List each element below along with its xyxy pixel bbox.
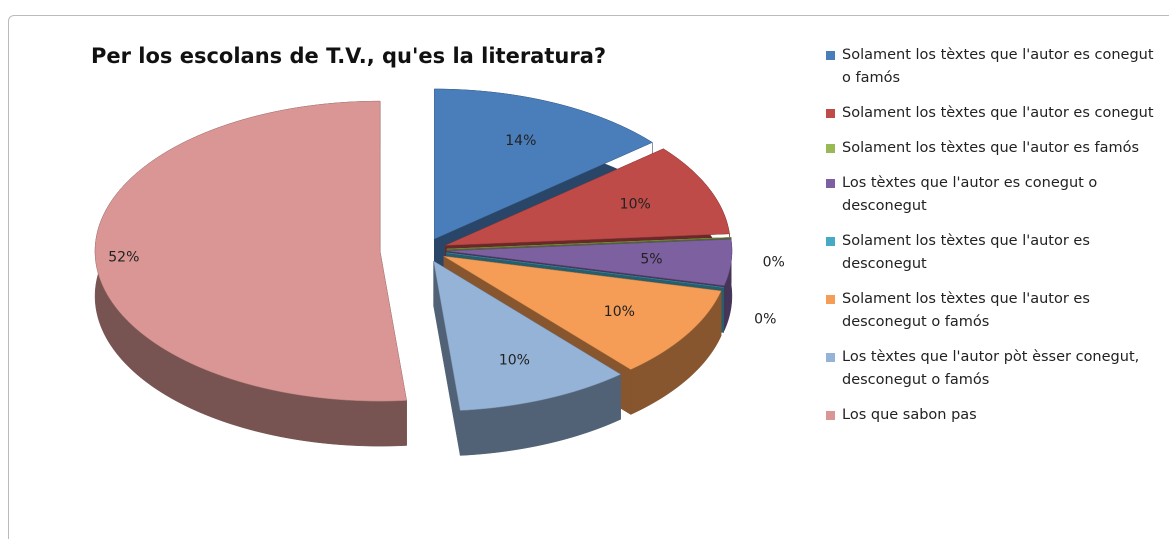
legend-swatch: [826, 51, 835, 60]
data-label: 5%: [640, 251, 662, 267]
legend-item: Solament los tèxtes que l'autor es coneg…: [824, 102, 1164, 125]
slice: [443, 256, 722, 370]
slice: [445, 148, 730, 246]
legend-swatch: [826, 353, 835, 362]
legend-swatch: [826, 144, 835, 153]
legend-label: Los tèxtes que l'autor es conegut o desc…: [842, 175, 1098, 214]
legend-swatch: [826, 411, 835, 420]
data-label: 0%: [754, 312, 776, 328]
legend-label: Los tèxtes que l'autor pòt èsser conegut…: [842, 349, 1140, 388]
legend: Solament los tèxtes que l'autor es coneg…: [824, 44, 1164, 439]
slice: [433, 260, 622, 411]
legend-item: Solament los tèxtes que l'autor es desco…: [824, 230, 1164, 276]
legend-label: Solament los tèxtes que l'autor es coneg…: [842, 105, 1154, 121]
slice: [446, 239, 733, 286]
chart-title: Per los escolans de T.V., qu'es la liter…: [91, 44, 607, 68]
slice: [446, 237, 732, 250]
chart-frame: [8, 15, 1169, 539]
legend-item: Los tèxtes que l'autor pòt èsser conegut…: [824, 346, 1164, 392]
data-label: 0%: [763, 255, 785, 271]
legend-label: Solament los tèxtes que l'autor es coneg…: [842, 47, 1154, 86]
data-label: 10%: [604, 304, 635, 320]
legend-label: Solament los tèxtes que l'autor es famós: [842, 140, 1140, 156]
legend-label: Los que sabon pas: [842, 407, 977, 423]
legend-swatch: [826, 237, 835, 246]
data-label: 14%: [505, 133, 536, 149]
legend-swatch: [826, 109, 835, 118]
legend-item: Solament los tèxtes que l'autor es famós: [824, 137, 1164, 160]
data-label: 10%: [620, 196, 651, 212]
data-label: 10%: [499, 352, 530, 368]
legend-label: Solament los tèxtes que l'autor es desco…: [842, 233, 1090, 272]
legend-item: Solament los tèxtes que l'autor es coneg…: [824, 44, 1164, 90]
slice: [94, 100, 407, 402]
legend-swatch: [826, 295, 835, 304]
legend-item: Los tèxtes que l'autor es conegut o desc…: [824, 172, 1164, 218]
data-label: 52%: [108, 249, 139, 265]
legend-item: Los que sabon pas: [824, 404, 1164, 427]
legend-item: Solament los tèxtes que l'autor es desco…: [824, 288, 1164, 334]
slice: [434, 88, 653, 240]
legend-label: Solament los tèxtes que l'autor es desco…: [842, 291, 1090, 330]
legend-swatch: [826, 179, 835, 188]
